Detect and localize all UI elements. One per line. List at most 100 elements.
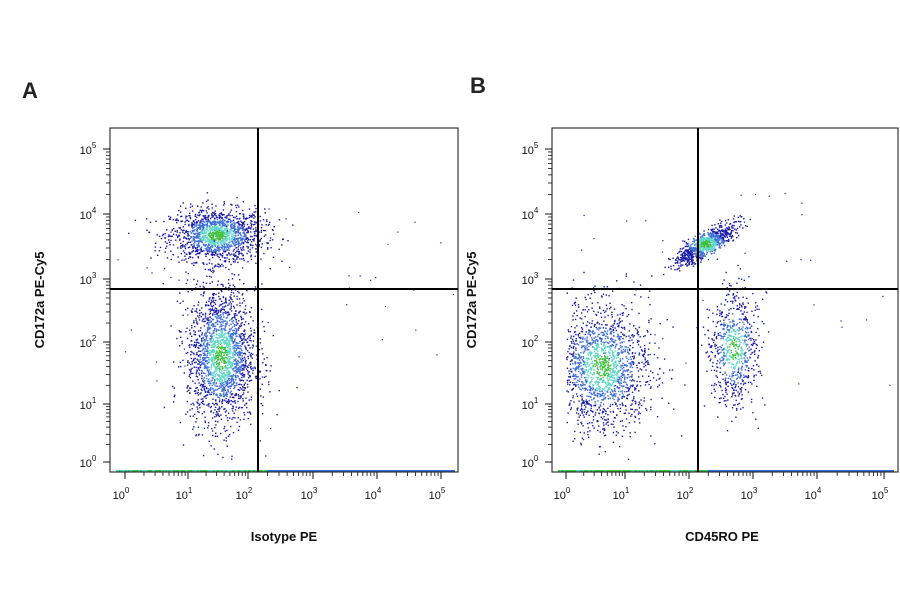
event-dot xyxy=(639,284,642,286)
event-dot xyxy=(725,230,727,233)
event-dot xyxy=(228,470,230,472)
event-dot xyxy=(172,253,174,256)
event-dot xyxy=(245,218,247,220)
event-dot xyxy=(278,470,280,472)
event-dot xyxy=(209,234,211,237)
event-dot xyxy=(205,331,207,334)
event-dot xyxy=(398,470,400,472)
event-dot xyxy=(225,300,227,302)
event-dot xyxy=(223,246,225,248)
event-dot xyxy=(245,217,248,219)
event-dot xyxy=(208,208,210,210)
event-dot xyxy=(238,425,241,428)
event-dot xyxy=(165,470,167,472)
event-dot xyxy=(363,470,365,472)
event-dot xyxy=(207,246,209,248)
event-dot xyxy=(219,383,221,385)
event-dot xyxy=(220,357,222,360)
event-dot xyxy=(177,470,179,472)
event-dot xyxy=(212,382,214,384)
event-dot xyxy=(580,341,582,343)
event-dot xyxy=(221,342,223,344)
event-dot xyxy=(234,344,237,347)
event-dot xyxy=(212,293,214,295)
event-dot xyxy=(220,372,223,374)
event-dot xyxy=(247,355,249,358)
event-dot xyxy=(228,286,230,289)
event-dot xyxy=(245,360,247,362)
event-dot xyxy=(222,367,224,369)
event-dot xyxy=(231,378,233,380)
event-dot xyxy=(228,363,230,365)
event-dot xyxy=(658,378,660,380)
event-dot xyxy=(209,308,212,310)
event-dot xyxy=(242,363,244,366)
event-dot xyxy=(237,223,240,225)
event-dot xyxy=(232,317,234,319)
event-dot xyxy=(381,339,383,341)
event-dot xyxy=(236,470,238,472)
event-dot xyxy=(162,233,164,235)
event-dot xyxy=(221,232,224,235)
event-dot xyxy=(247,350,249,352)
event-dot xyxy=(169,244,171,246)
event-dot xyxy=(294,470,296,472)
event-dot xyxy=(693,240,696,242)
event-dot xyxy=(166,229,168,231)
event-dot xyxy=(242,215,245,218)
event-dot xyxy=(709,243,711,246)
event-dot xyxy=(232,401,234,403)
event-dot xyxy=(238,242,241,244)
event-dot xyxy=(186,242,188,244)
event-dot xyxy=(205,336,208,338)
event-dot xyxy=(243,412,245,414)
event-dot xyxy=(390,470,392,472)
event-dot xyxy=(221,254,223,257)
event-dot xyxy=(229,254,231,256)
event-dot xyxy=(202,454,205,457)
event-dot xyxy=(197,330,200,332)
event-dot xyxy=(177,247,179,249)
event-dot xyxy=(208,215,210,217)
event-dot xyxy=(217,358,219,361)
event-dot xyxy=(181,340,183,343)
event-dot xyxy=(452,470,454,472)
event-dot xyxy=(231,353,233,355)
event-dot xyxy=(216,357,218,359)
event-dot xyxy=(221,235,223,238)
event-dot xyxy=(197,355,200,357)
event-dot xyxy=(705,245,708,248)
event-dot xyxy=(209,223,212,225)
event-dot xyxy=(214,406,217,408)
event-dot xyxy=(317,470,319,472)
event-dot xyxy=(214,325,217,328)
event-dot xyxy=(197,257,200,259)
event-dot xyxy=(203,362,205,364)
event-dot xyxy=(119,470,121,472)
event-dot xyxy=(236,347,239,349)
event-dot xyxy=(208,361,210,364)
event-dot xyxy=(302,470,304,472)
event-dot xyxy=(224,219,226,222)
event-dot xyxy=(234,409,237,411)
event-dot xyxy=(225,366,227,368)
event-dot xyxy=(186,400,188,403)
event-dot xyxy=(227,389,229,391)
event-dot xyxy=(648,319,650,322)
event-dot xyxy=(714,250,716,252)
event-dot xyxy=(204,268,207,271)
event-dot xyxy=(210,320,212,322)
event-dot xyxy=(245,348,247,351)
event-dot xyxy=(212,363,214,365)
event-dot xyxy=(229,358,231,360)
event-dot xyxy=(255,262,257,264)
event-dot xyxy=(191,222,193,224)
event-dot xyxy=(234,261,236,263)
event-dot xyxy=(586,341,588,343)
event-dot xyxy=(202,349,204,351)
event-dot xyxy=(228,332,230,335)
event-dot xyxy=(203,389,206,391)
event-dot xyxy=(168,241,171,243)
event-dot xyxy=(215,369,218,371)
event-dot xyxy=(216,368,219,370)
